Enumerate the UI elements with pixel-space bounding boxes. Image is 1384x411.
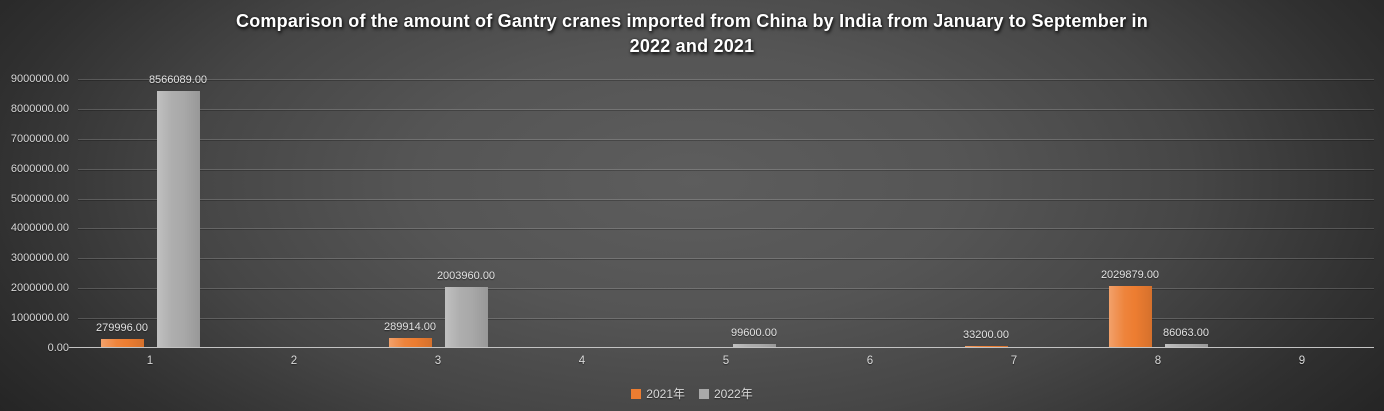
bar-2021年-cat3[interactable]	[388, 338, 432, 347]
legend-item-2021[interactable]: 2021年	[631, 385, 685, 402]
bar-2021年-cat1[interactable]	[100, 339, 144, 347]
y-axis-tick-label: 3000000.00	[10, 252, 69, 265]
legend-swatch-2021-icon	[631, 388, 642, 399]
y-axis-tick-label: 4000000.00	[10, 222, 69, 235]
y-axis-tick-label: 9000000.00	[10, 73, 69, 85]
bar-value-label: 8566089.00	[148, 74, 208, 86]
gridline	[78, 258, 1374, 260]
gridline	[78, 198, 1374, 200]
y-axis-tick-label: 8000000.00	[10, 102, 69, 115]
gridline	[78, 138, 1374, 140]
gridline	[78, 168, 1374, 170]
bar-2022年-cat8[interactable]	[1164, 344, 1208, 347]
bar-value-label: 33200.00	[963, 329, 1009, 341]
bar-2021年-cat7[interactable]	[964, 346, 1008, 347]
gridline	[78, 318, 1374, 320]
plot-area: 0.00 1000000.00 2000000.00 3000000.00 400000…	[11, 73, 1374, 367]
bar-2022年-cat1[interactable]	[156, 91, 200, 347]
bar-value-label: 289914.00	[384, 321, 436, 333]
y-axis-tick-label: 7000000.00	[10, 132, 69, 145]
bar-value-label: 2029879.00	[1100, 269, 1160, 281]
legend: 2021年 2022年	[0, 385, 1384, 402]
chart-title: Comparison of the amount of Gantry crane…	[122, 9, 1262, 59]
y-axis-tick-label: 5000000.00	[10, 192, 69, 205]
bar-value-label: 86063.00	[1163, 327, 1209, 339]
x-axis-category-label: 2	[290, 355, 298, 367]
gridline	[78, 228, 1374, 230]
y-axis-zero-tick	[69, 347, 78, 348]
x-axis-line	[78, 347, 1374, 348]
x-axis-category-label: 5	[722, 355, 730, 367]
legend-label-2021: 2021年	[646, 387, 685, 401]
y-axis-tick-label: 2000000.00	[10, 282, 69, 295]
legend-item-2022[interactable]: 2022年	[699, 385, 753, 402]
x-axis-category-label: 9	[1298, 355, 1306, 367]
x-axis-category-label: 1	[146, 355, 154, 367]
bar-2022年-cat5[interactable]	[732, 344, 776, 347]
gridline	[78, 108, 1374, 110]
y-axis-tick-label: 1000000.00	[10, 312, 69, 325]
x-axis-category-label: 6	[866, 355, 874, 367]
y-axis-tick-label: 0.00	[47, 342, 69, 354]
x-axis-category-label: 4	[578, 355, 586, 367]
bar-value-label: 2003960.00	[436, 270, 496, 282]
chart-title-line-2: 2022 and 2021	[629, 36, 755, 56]
gridline	[78, 288, 1374, 290]
x-axis-category-label: 3	[434, 355, 442, 367]
x-axis-category-label: 8	[1154, 355, 1162, 367]
bar-2022年-cat3[interactable]	[444, 287, 488, 347]
gridline	[78, 79, 1374, 80]
bar-value-label: 279996.00	[96, 322, 148, 334]
x-axis-category-label: 7	[1010, 355, 1018, 367]
y-axis-tick-label: 6000000.00	[10, 162, 69, 175]
legend-label-2022: 2022年	[714, 387, 753, 401]
legend-swatch-2022-icon	[699, 388, 709, 399]
bar-2021年-cat8[interactable]	[1108, 286, 1152, 347]
chart-title-line-1: Comparison of the amount of Gantry crane…	[236, 11, 1148, 31]
bar-value-label: 99600.00	[731, 327, 777, 339]
